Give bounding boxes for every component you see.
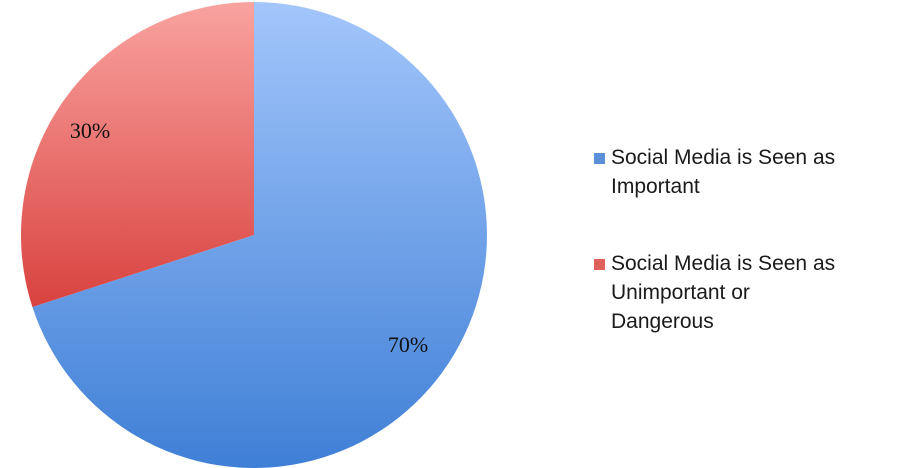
slice-percent-label: 70%	[388, 332, 428, 357]
legend-label: Unimportant or	[611, 281, 750, 304]
legend-label: Social Media is Seen as	[611, 252, 835, 275]
pie-slice	[20, 2, 254, 308]
legend-swatch	[594, 153, 605, 164]
legend-item: Social Media is Seen as Unimportant or Dan…	[594, 252, 835, 333]
pie-slice-labels: 70% 30%	[70, 118, 428, 357]
legend-label: Important	[611, 175, 700, 198]
slice-percent-label: 30%	[70, 118, 110, 143]
legend-swatch	[594, 259, 605, 270]
legend-label: Social Media is Seen as	[611, 146, 835, 169]
pie-slice	[32, 2, 487, 468]
legend-label: Dangerous	[611, 310, 714, 333]
pie-slices	[20, 2, 487, 468]
legend-item: Social Media is Seen as Important	[594, 146, 835, 198]
